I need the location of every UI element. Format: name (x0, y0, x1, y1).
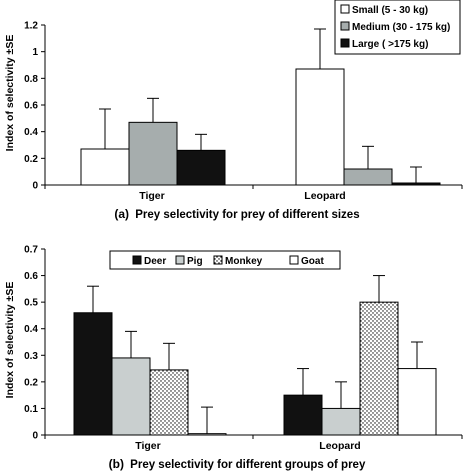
y-tick-label: 0 (32, 181, 38, 192)
panel-a-y-ticks: 0 0.2 0.4 0.6 0.8 1 1.2 (24, 21, 45, 192)
y-tick-label: 0.7 (24, 245, 38, 256)
legend-label: Monkey (225, 256, 263, 267)
y-tick-label: 0.6 (24, 271, 38, 282)
panel-b-legend: Deer Pig Monkey Goat (109, 250, 341, 270)
legend-label: Large ( >175 kg) (352, 39, 428, 50)
legend-swatch (340, 4, 350, 14)
panel-a-ylabel: Index of selectivity ±SE (4, 35, 16, 152)
legend-box (109, 250, 341, 270)
legend-swatch (213, 255, 223, 265)
y-tick-label: 0 (32, 431, 38, 442)
y-tick-label: 1 (32, 47, 38, 58)
category-label: Tiger (139, 190, 164, 202)
legend-label: Deer (144, 256, 166, 267)
panel-b-y-ticks: 0 0.1 0.2 0.3 0.4 0.5 0.6 0.7 (24, 245, 45, 442)
panel-b-axes (44, 249, 463, 439)
bar (283, 394, 323, 436)
category-label: Leopard (304, 190, 345, 202)
legend-swatch (175, 255, 185, 265)
y-tick-label: 0.8 (24, 74, 38, 85)
bar (128, 121, 178, 186)
legend-label: Medium (30 - 175 kg) (352, 22, 450, 33)
bar (176, 149, 226, 186)
legend-label: Pig (187, 256, 203, 267)
panel-b-caption: (b) Prey selectivity for different group… (109, 457, 366, 471)
panel-a-caption: (a) Prey selectivity for prey of differe… (114, 207, 359, 221)
bar (149, 369, 189, 436)
y-tick-label: 0.1 (24, 404, 38, 415)
y-tick-label: 0.4 (24, 324, 38, 335)
y-tick-label: 0.3 (24, 351, 38, 362)
legend-swatch (289, 255, 299, 265)
category-label: Tiger (135, 440, 160, 452)
legend-label: Goat (301, 256, 324, 267)
bar (359, 301, 399, 436)
bar (295, 68, 345, 186)
panel-a-legend: Small (5 - 30 kg) Medium (30 - 175 kg) Lar… (334, 0, 461, 55)
y-tick-label: 0.4 (24, 127, 38, 138)
bar (111, 357, 151, 436)
y-tick-label: 0.2 (24, 377, 38, 388)
panel-b: Index of selectivity ±SE 0 0.1 0.2 0.3 0.4 0.… (4, 245, 463, 471)
bar (80, 148, 130, 186)
bar (321, 407, 361, 436)
panel-a: Index of selectivity ±SE 0 0.2 0.4 0.6 0.8 1 1… (4, 0, 463, 221)
y-tick-label: 1.2 (24, 21, 38, 32)
y-tick-label: 0.5 (24, 298, 38, 309)
category-label: Leopard (319, 440, 360, 452)
panel-b-bars (73, 275, 437, 436)
legend-box (334, 0, 461, 55)
legend-swatch (340, 21, 350, 31)
legend-label: Small (5 - 30 kg) (352, 5, 428, 16)
panel-b-ylabel: Index of selectivity ±SE (4, 282, 16, 399)
legend-swatch (132, 255, 142, 265)
panel-a-categories: Tiger Leopard (139, 190, 345, 202)
legend-swatch (340, 38, 350, 48)
y-tick-label: 0.6 (24, 101, 38, 112)
bar (343, 168, 393, 186)
panel-b-categories: Tiger Leopard (135, 440, 360, 452)
bar (73, 312, 113, 436)
bar (397, 368, 437, 436)
y-tick-label: 0.2 (24, 154, 38, 165)
panel-a-axes (44, 25, 463, 189)
